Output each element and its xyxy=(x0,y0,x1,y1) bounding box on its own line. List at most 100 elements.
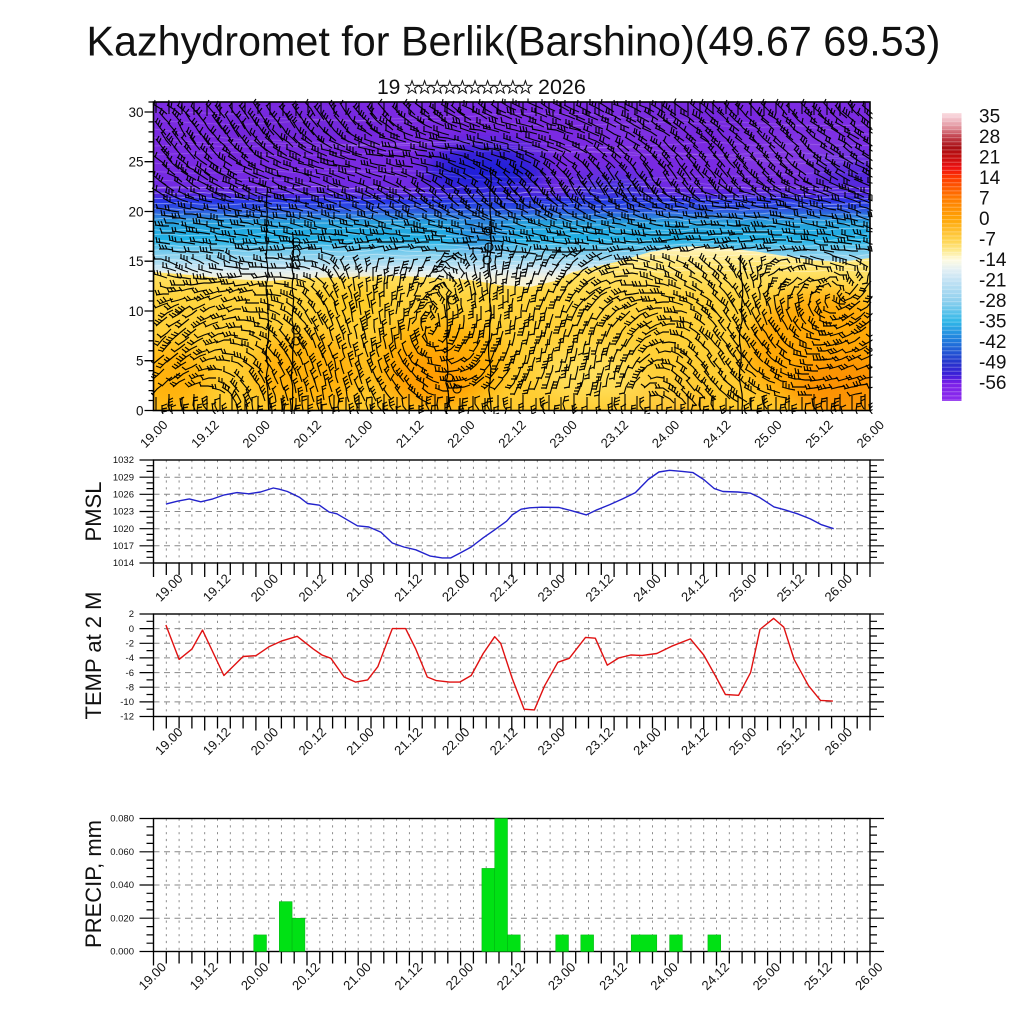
svg-text:25.00: 25.00 xyxy=(750,959,784,993)
svg-text:24.12: 24.12 xyxy=(678,724,712,758)
svg-text:-21: -21 xyxy=(979,271,1006,292)
svg-text:21.00: 21.00 xyxy=(340,959,374,993)
svg-text:Kazhydromet for Berlik(Barshin: Kazhydromet for Berlik(Barshino)(49.67 6… xyxy=(87,19,941,65)
svg-text:25.00: 25.00 xyxy=(751,417,785,451)
svg-text:25.12: 25.12 xyxy=(802,417,836,451)
svg-text:23.00: 23.00 xyxy=(545,959,579,993)
svg-text:-7: -7 xyxy=(979,230,996,251)
svg-text:-2: -2 xyxy=(126,639,134,650)
svg-text:1014: 1014 xyxy=(113,558,134,569)
svg-text:20.00: 20.00 xyxy=(248,571,282,605)
svg-text:30: 30 xyxy=(128,105,143,120)
svg-text:25.12: 25.12 xyxy=(774,724,808,758)
svg-text:26.00: 26.00 xyxy=(822,571,856,605)
svg-text:19.00: 19.00 xyxy=(137,417,171,451)
svg-text:0.020: 0.020 xyxy=(110,914,134,925)
svg-text:26.00: 26.00 xyxy=(854,417,888,451)
svg-text:15: 15 xyxy=(128,254,143,269)
svg-text:-35: -35 xyxy=(979,312,1006,333)
svg-text:5: 5 xyxy=(136,354,144,369)
svg-text:PRECIP, mm: PRECIP, mm xyxy=(81,820,106,948)
svg-text:20.00: 20.00 xyxy=(238,959,272,993)
svg-text:-56: -56 xyxy=(979,373,1006,394)
svg-text:-28: -28 xyxy=(979,291,1006,312)
svg-text:20.00: 20.00 xyxy=(248,724,282,758)
svg-text:1017: 1017 xyxy=(113,541,134,552)
svg-text:26.00: 26.00 xyxy=(822,724,856,758)
svg-text:22.00: 22.00 xyxy=(439,571,473,605)
svg-text:19: 19 xyxy=(377,76,400,99)
svg-text:22.12: 22.12 xyxy=(487,571,521,605)
svg-text:22.00: 22.00 xyxy=(443,959,477,993)
svg-text:TEMP at 2 M: TEMP at 2 M xyxy=(81,592,106,720)
svg-text:0: 0 xyxy=(129,624,134,635)
svg-text:20.12: 20.12 xyxy=(291,417,325,451)
svg-text:24.12: 24.12 xyxy=(678,571,712,605)
svg-text:20: 20 xyxy=(128,204,143,219)
svg-text:23.12: 23.12 xyxy=(598,417,632,451)
svg-text:1032: 1032 xyxy=(113,455,134,466)
svg-text:7: 7 xyxy=(979,189,990,210)
svg-text:-14: -14 xyxy=(979,250,1007,271)
svg-text:25.00: 25.00 xyxy=(726,571,760,605)
svg-text:19.00: 19.00 xyxy=(152,724,186,758)
svg-text:24.00: 24.00 xyxy=(630,724,664,758)
svg-text:10: 10 xyxy=(128,304,143,319)
svg-text:35: 35 xyxy=(979,107,1000,128)
svg-text:21.12: 21.12 xyxy=(393,417,427,451)
svg-text:22.00: 22.00 xyxy=(439,724,473,758)
svg-text:-49: -49 xyxy=(979,353,1006,374)
svg-text:19.12: 19.12 xyxy=(187,959,221,993)
svg-text:1023: 1023 xyxy=(113,507,134,518)
svg-text:23.12: 23.12 xyxy=(582,571,616,605)
svg-text:21.12: 21.12 xyxy=(391,959,425,993)
svg-text:24.00: 24.00 xyxy=(649,417,683,451)
svg-text:25.12: 25.12 xyxy=(774,571,808,605)
svg-text:21.12: 21.12 xyxy=(391,571,425,605)
svg-text:-12: -12 xyxy=(120,712,134,723)
svg-text:24.00: 24.00 xyxy=(630,571,664,605)
svg-text:14: 14 xyxy=(979,168,1001,189)
svg-text:24.00: 24.00 xyxy=(647,959,681,993)
svg-text:25.12: 25.12 xyxy=(801,959,835,993)
svg-text:19.00: 19.00 xyxy=(136,959,170,993)
svg-text:-42: -42 xyxy=(979,332,1006,353)
svg-text:0.040: 0.040 xyxy=(110,880,134,891)
svg-text:-6: -6 xyxy=(126,668,134,679)
svg-text:20.00: 20.00 xyxy=(239,417,273,451)
svg-text:-10: -10 xyxy=(120,697,134,708)
svg-text:21.00: 21.00 xyxy=(342,417,376,451)
svg-text:0.060: 0.060 xyxy=(110,847,134,858)
svg-text:23.12: 23.12 xyxy=(582,724,616,758)
svg-text:20.12: 20.12 xyxy=(296,571,330,605)
svg-text:0.000: 0.000 xyxy=(110,947,134,958)
svg-text:22.00: 22.00 xyxy=(444,417,478,451)
svg-text:28: 28 xyxy=(979,127,1000,148)
svg-text:19.12: 19.12 xyxy=(188,417,222,451)
svg-text:25.00: 25.00 xyxy=(726,724,760,758)
svg-text:0.080: 0.080 xyxy=(110,814,134,825)
svg-text:0: 0 xyxy=(136,403,144,418)
svg-text:1029: 1029 xyxy=(113,472,134,483)
svg-text:26.00: 26.00 xyxy=(852,959,886,993)
svg-text:22.12: 22.12 xyxy=(494,959,528,993)
svg-text:21: 21 xyxy=(979,148,1000,169)
svg-text:22.12: 22.12 xyxy=(495,417,529,451)
svg-text:2: 2 xyxy=(129,609,134,620)
svg-text:-4: -4 xyxy=(126,653,134,664)
svg-text:21.12: 21.12 xyxy=(391,724,425,758)
svg-text:25: 25 xyxy=(128,155,143,170)
svg-text:2026: 2026 xyxy=(538,75,586,99)
svg-text:24.12: 24.12 xyxy=(700,417,734,451)
svg-text:19.00: 19.00 xyxy=(152,571,186,605)
svg-text:-8: -8 xyxy=(126,682,134,693)
svg-text:20.12: 20.12 xyxy=(296,724,330,758)
svg-text:24.12: 24.12 xyxy=(699,959,733,993)
svg-text:21.00: 21.00 xyxy=(343,571,377,605)
svg-text:23.12: 23.12 xyxy=(596,959,630,993)
svg-text:22.12: 22.12 xyxy=(487,724,521,758)
svg-text:23.00: 23.00 xyxy=(546,417,580,451)
svg-text:20.12: 20.12 xyxy=(289,959,323,993)
svg-text:21.00: 21.00 xyxy=(343,724,377,758)
svg-text:1026: 1026 xyxy=(113,490,134,501)
